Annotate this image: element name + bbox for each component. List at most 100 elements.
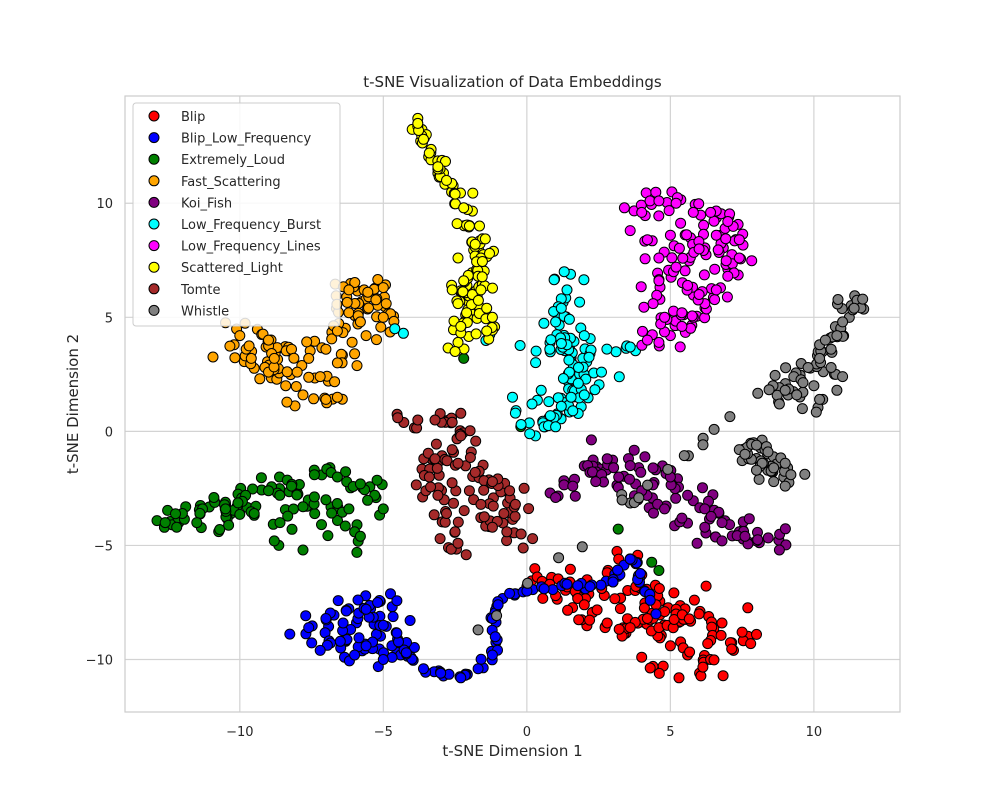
data-point xyxy=(363,302,374,314)
data-point xyxy=(553,552,565,564)
data-point xyxy=(574,296,586,308)
data-point xyxy=(779,384,791,396)
data-point xyxy=(255,472,267,484)
legend-items: Blip Blip_Low_Frequency Extremely_Loud Fast… xyxy=(148,110,321,319)
data-point xyxy=(286,523,298,535)
data-point xyxy=(578,274,590,286)
data-point xyxy=(314,371,326,383)
data-point xyxy=(489,631,501,643)
data-point xyxy=(392,412,404,424)
data-point xyxy=(639,451,651,463)
data-point xyxy=(346,336,358,348)
data-point xyxy=(194,507,206,519)
data-point xyxy=(543,396,555,408)
data-point xyxy=(284,628,296,640)
data-point xyxy=(676,512,688,524)
data-point xyxy=(550,316,562,328)
data-point xyxy=(207,351,219,363)
data-point xyxy=(780,362,792,374)
data-point xyxy=(425,481,437,493)
data-point xyxy=(408,642,420,653)
data-point xyxy=(487,500,499,512)
data-point xyxy=(232,497,244,509)
x-tick-label: 0 xyxy=(523,725,531,740)
data-point xyxy=(636,651,648,663)
data-point xyxy=(752,534,764,546)
data-point xyxy=(613,623,625,635)
y-tick-label: −5 xyxy=(94,539,113,554)
data-point xyxy=(681,229,693,241)
data-point xyxy=(697,661,709,673)
data-point xyxy=(831,384,843,396)
data-point xyxy=(331,325,343,337)
data-point xyxy=(624,225,636,237)
data-point xyxy=(819,334,831,346)
data-point xyxy=(501,526,513,538)
data-point xyxy=(353,632,365,644)
data-point xyxy=(412,414,424,426)
data-point xyxy=(332,595,344,607)
data-point xyxy=(675,217,687,229)
data-point xyxy=(280,380,292,392)
data-point xyxy=(662,463,674,475)
data-point xyxy=(664,640,676,652)
data-point xyxy=(624,553,636,565)
data-point xyxy=(802,362,814,373)
data-point xyxy=(300,610,312,622)
data-point xyxy=(733,234,745,246)
x-tick-label: 10 xyxy=(806,725,823,740)
data-point xyxy=(530,345,542,357)
data-point xyxy=(709,263,721,275)
data-point xyxy=(716,617,728,629)
data-point xyxy=(463,220,475,232)
data-point xyxy=(682,489,694,501)
x-tick-label: −10 xyxy=(226,725,253,740)
data-point xyxy=(699,521,711,533)
data-point xyxy=(449,188,461,200)
data-point xyxy=(445,543,457,555)
data-point xyxy=(243,340,255,352)
data-point xyxy=(724,411,736,423)
data-point xyxy=(561,578,573,590)
data-point xyxy=(563,313,575,325)
data-point xyxy=(739,530,751,542)
legend-marker xyxy=(148,132,160,144)
data-point xyxy=(389,323,401,335)
data-point xyxy=(720,233,732,245)
data-point xyxy=(486,521,498,533)
data-point xyxy=(538,583,550,595)
data-point xyxy=(377,619,389,631)
data-point xyxy=(550,421,562,433)
data-point xyxy=(564,563,576,575)
data-point xyxy=(268,352,280,364)
data-point xyxy=(647,462,659,474)
data-point xyxy=(274,517,286,529)
data-point xyxy=(449,346,461,357)
data-point xyxy=(601,617,613,629)
data-point xyxy=(589,384,601,396)
data-point xyxy=(268,535,280,547)
data-point xyxy=(659,311,671,323)
data-point xyxy=(628,444,640,456)
data-point xyxy=(337,617,349,629)
data-point xyxy=(664,229,676,241)
data-point xyxy=(362,494,374,506)
data-point xyxy=(331,498,343,509)
data-point xyxy=(587,466,598,478)
data-point xyxy=(825,343,837,355)
data-points xyxy=(151,112,870,684)
data-point xyxy=(446,284,458,296)
legend-marker xyxy=(148,240,160,252)
data-point xyxy=(234,330,246,342)
data-point xyxy=(281,366,293,378)
data-point xyxy=(763,384,775,396)
data-point xyxy=(470,435,482,447)
data-point xyxy=(563,354,575,366)
data-point xyxy=(472,663,484,675)
data-point xyxy=(562,604,574,616)
data-point xyxy=(288,352,300,364)
data-point xyxy=(653,565,665,576)
data-point xyxy=(308,469,320,481)
data-point xyxy=(475,284,487,296)
